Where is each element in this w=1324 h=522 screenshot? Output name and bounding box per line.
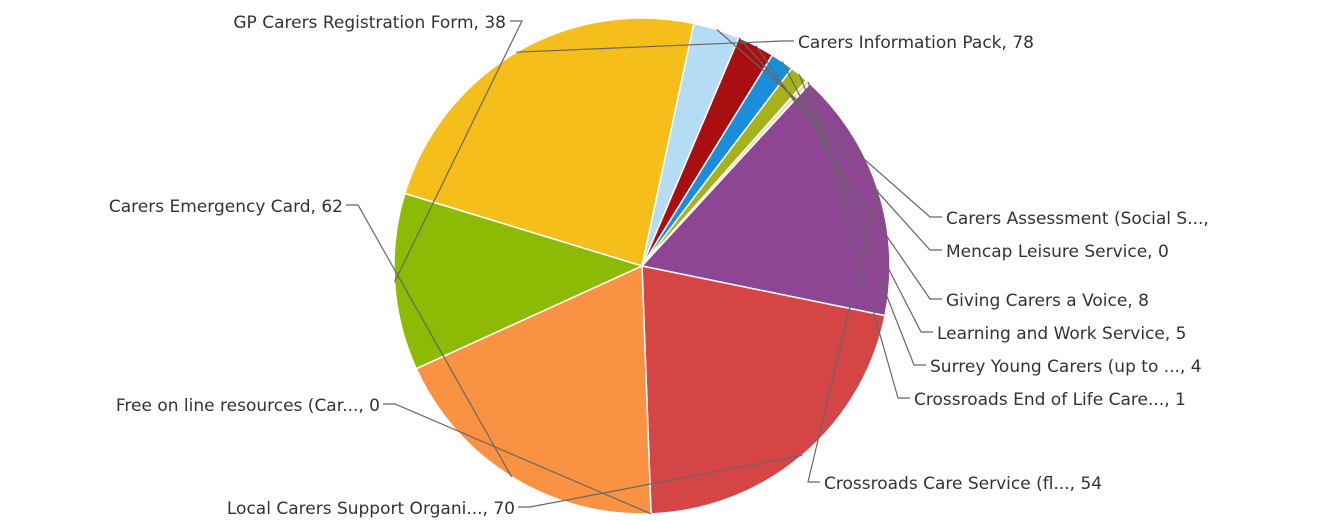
leader-line-5 xyxy=(798,74,926,366)
pie-slice-8 xyxy=(641,265,886,515)
leader-line-0 xyxy=(516,40,794,53)
label-learning-and-work-service: Learning and Work Service, 5 xyxy=(937,324,1187,344)
leader-line-7 xyxy=(807,189,879,483)
label-surrey-young-carers: Surrey Young Carers (up to ..., 4 xyxy=(930,357,1202,377)
leader-line-10 xyxy=(346,204,513,478)
label-crossroads-care-service: Crossroads Care Service (fl..., 54 xyxy=(824,474,1102,494)
leader-line-11 xyxy=(393,20,523,283)
label-free-on-line-resources: Free on line resources (Car..., 0 xyxy=(116,396,380,416)
label-local-carers-support: Local Carers Support Organi..., 70 xyxy=(227,499,515,519)
leader-line-6 xyxy=(807,81,910,399)
slice-labels: Carers Information Pack, 78 Carers Asses… xyxy=(109,13,1209,519)
label-mencap-leisure-service: Mencap Leisure Service, 0 xyxy=(946,242,1169,262)
label-gp-carers-registration-form: GP Carers Registration Form, 38 xyxy=(233,13,506,33)
pie-slice-11 xyxy=(393,192,645,370)
leader-line-2 xyxy=(738,37,942,251)
label-giving-carers-a-voice: Giving Carers a Voice, 8 xyxy=(946,291,1149,311)
leader-lines xyxy=(346,20,942,515)
leader-line-9 xyxy=(383,403,652,515)
label-crossroads-end-of-life-care: Crossroads End of Life Care..., 1 xyxy=(914,390,1186,410)
leader-line-3 xyxy=(755,45,942,300)
leader-line-8 xyxy=(518,454,803,508)
label-carers-assessment: Carers Assessment (Social S..., xyxy=(946,209,1209,229)
label-carers-information-pack: Carers Information Pack, 78 xyxy=(798,33,1034,53)
label-carers-emergency-card: Carers Emergency Card, 62 xyxy=(109,197,343,217)
pie-slices xyxy=(393,17,891,515)
